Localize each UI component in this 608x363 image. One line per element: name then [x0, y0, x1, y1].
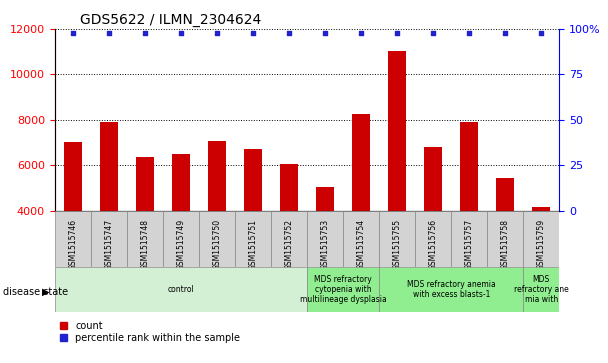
Point — [248, 30, 258, 36]
Point — [320, 30, 330, 36]
Text: ▶: ▶ — [43, 287, 50, 297]
Point — [392, 30, 402, 36]
Text: MDS refractory anemia
with excess blasts-1: MDS refractory anemia with excess blasts… — [407, 280, 496, 299]
FancyBboxPatch shape — [55, 211, 91, 267]
FancyBboxPatch shape — [523, 267, 559, 312]
Bar — [64, 143, 81, 211]
Legend: count, percentile rank within the sample: count, percentile rank within the sample — [60, 321, 240, 343]
Bar — [424, 147, 442, 211]
Point — [140, 30, 150, 36]
Bar — [352, 114, 370, 211]
Bar — [460, 122, 478, 211]
Point — [68, 30, 78, 36]
Text: GSM1515751: GSM1515751 — [249, 219, 257, 270]
Text: GSM1515752: GSM1515752 — [285, 219, 294, 270]
Text: GSM1515754: GSM1515754 — [357, 219, 365, 270]
Bar — [533, 207, 550, 211]
FancyBboxPatch shape — [91, 211, 127, 267]
Bar — [388, 50, 406, 211]
Text: GSM1515759: GSM1515759 — [537, 219, 546, 270]
Point — [465, 30, 474, 36]
FancyBboxPatch shape — [379, 267, 523, 312]
Point — [428, 30, 438, 36]
FancyBboxPatch shape — [271, 211, 307, 267]
FancyBboxPatch shape — [199, 211, 235, 267]
FancyBboxPatch shape — [487, 211, 523, 267]
Text: GSM1515757: GSM1515757 — [465, 219, 474, 270]
Point — [212, 30, 222, 36]
Bar — [100, 122, 118, 211]
Text: GSM1515755: GSM1515755 — [393, 219, 402, 270]
Bar — [136, 157, 154, 211]
Bar — [496, 178, 514, 211]
FancyBboxPatch shape — [163, 211, 199, 267]
Text: GSM1515753: GSM1515753 — [320, 219, 330, 270]
Text: GDS5622 / ILMN_2304624: GDS5622 / ILMN_2304624 — [80, 13, 261, 26]
Bar — [280, 164, 298, 211]
Text: control: control — [168, 285, 194, 294]
Point — [356, 30, 366, 36]
FancyBboxPatch shape — [523, 211, 559, 267]
Bar — [244, 149, 262, 211]
Text: GSM1515758: GSM1515758 — [501, 219, 510, 270]
Text: GSM1515749: GSM1515749 — [176, 219, 185, 270]
FancyBboxPatch shape — [415, 211, 451, 267]
Bar — [208, 141, 226, 211]
FancyBboxPatch shape — [55, 267, 307, 312]
Text: GSM1515750: GSM1515750 — [212, 219, 221, 270]
Text: GSM1515747: GSM1515747 — [105, 219, 113, 270]
Bar — [172, 154, 190, 211]
FancyBboxPatch shape — [379, 211, 415, 267]
Text: GSM1515756: GSM1515756 — [429, 219, 438, 270]
Point — [104, 30, 114, 36]
Point — [284, 30, 294, 36]
Text: disease state: disease state — [3, 287, 68, 297]
Point — [176, 30, 185, 36]
Text: GSM1515746: GSM1515746 — [68, 219, 77, 270]
FancyBboxPatch shape — [343, 211, 379, 267]
Bar — [316, 187, 334, 211]
FancyBboxPatch shape — [307, 267, 379, 312]
Text: MDS refractory
cytopenia with
multilineage dysplasia: MDS refractory cytopenia with multilinea… — [300, 274, 387, 305]
Text: GSM1515748: GSM1515748 — [140, 219, 150, 270]
FancyBboxPatch shape — [451, 211, 487, 267]
FancyBboxPatch shape — [307, 211, 343, 267]
Point — [500, 30, 510, 36]
FancyBboxPatch shape — [127, 211, 163, 267]
Text: MDS
refractory ane
mia with: MDS refractory ane mia with — [514, 274, 568, 305]
FancyBboxPatch shape — [235, 211, 271, 267]
Point — [536, 30, 546, 36]
